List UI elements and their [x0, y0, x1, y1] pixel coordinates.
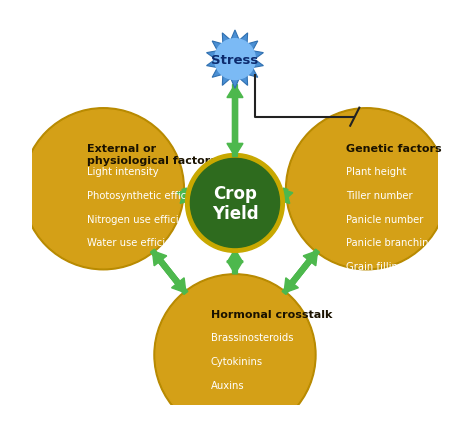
Text: Stress: Stress: [211, 53, 259, 66]
Text: Plant height: Plant height: [346, 167, 407, 177]
Text: Cytokinins: Cytokinins: [210, 356, 263, 366]
Circle shape: [215, 39, 255, 80]
FancyArrow shape: [180, 189, 196, 204]
Text: Auxins: Auxins: [210, 380, 244, 390]
Text: External or
physiological factors: External or physiological factors: [87, 144, 217, 165]
Circle shape: [154, 274, 316, 434]
Text: Panicle number: Panicle number: [346, 214, 424, 224]
FancyArrow shape: [227, 85, 243, 157]
FancyArrow shape: [284, 250, 319, 293]
Text: Tiller number: Tiller number: [346, 191, 413, 201]
Text: Gibberellins: Gibberellins: [210, 404, 270, 414]
FancyArrow shape: [282, 251, 318, 295]
FancyArrow shape: [277, 189, 293, 204]
Text: Grain size: Grain size: [346, 285, 396, 295]
Circle shape: [22, 108, 184, 270]
Text: Light intensity: Light intensity: [87, 167, 159, 177]
Circle shape: [156, 276, 314, 434]
FancyArrow shape: [177, 189, 192, 204]
FancyArrow shape: [227, 250, 243, 274]
Text: Panicle branching: Panicle branching: [346, 238, 435, 248]
Text: Nitrogen use efficiency: Nitrogen use efficiency: [87, 214, 202, 224]
FancyArrow shape: [158, 260, 180, 285]
Circle shape: [185, 154, 284, 253]
FancyArrow shape: [290, 260, 311, 285]
Text: Water use efficiency: Water use efficiency: [87, 238, 189, 248]
Circle shape: [286, 108, 447, 270]
FancyArrow shape: [233, 99, 237, 144]
Text: Strigolactones: Strigolactones: [210, 427, 283, 434]
Text: Crop
Yield: Crop Yield: [212, 184, 258, 223]
Circle shape: [24, 111, 182, 268]
FancyArrow shape: [150, 250, 186, 293]
FancyArrow shape: [227, 85, 243, 157]
FancyArrow shape: [274, 189, 290, 204]
Text: Photosynthetic efficiency: Photosynthetic efficiency: [87, 191, 213, 201]
Text: Hormonal crosstalk: Hormonal crosstalk: [210, 309, 332, 319]
Circle shape: [191, 159, 280, 248]
Text: Grain filling: Grain filling: [346, 262, 405, 272]
Polygon shape: [207, 31, 264, 89]
Text: Brassinosteroids: Brassinosteroids: [210, 333, 293, 343]
FancyArrow shape: [152, 251, 188, 295]
Text: Genetic factors: Genetic factors: [346, 144, 442, 154]
Circle shape: [288, 111, 446, 268]
FancyArrow shape: [227, 250, 243, 274]
